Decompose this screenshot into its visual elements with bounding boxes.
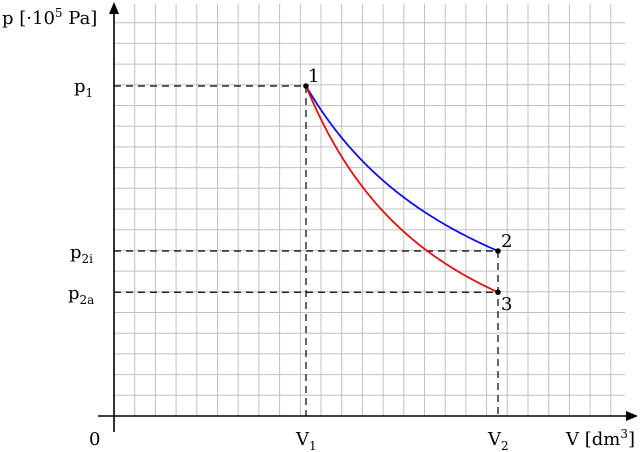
process-curves [305, 85, 499, 294]
curve-1-2 [305, 85, 499, 252]
y-tick-label-p2a: p2a [68, 283, 94, 307]
point-label-3: 3 [501, 294, 512, 315]
point-label-1: 1 [308, 66, 319, 87]
axes [98, 2, 638, 432]
x-axis-arrow [626, 411, 638, 421]
state-point-3 [495, 289, 501, 296]
guide-lines [114, 85, 499, 416]
state-points [303, 83, 501, 296]
y-axis-arrow [109, 2, 119, 14]
x-axis-label: V [dm3] [565, 427, 635, 450]
x-tick-label-v1: V1 [295, 429, 317, 452]
point-label-2: 2 [501, 231, 512, 252]
state-point-2 [495, 248, 501, 254]
grid-lines [113, 4, 625, 417]
x-tick-label-v2: V2 [487, 429, 509, 452]
state-point-1 [303, 83, 309, 89]
y-tick-label-p2i: p2i [70, 242, 93, 266]
y-tick-label-p1: p1 [74, 76, 93, 100]
curve-1-3 [305, 85, 499, 294]
y-axis-label: p [·105 Pa] [2, 6, 97, 29]
origin-label: 0 [89, 429, 100, 450]
